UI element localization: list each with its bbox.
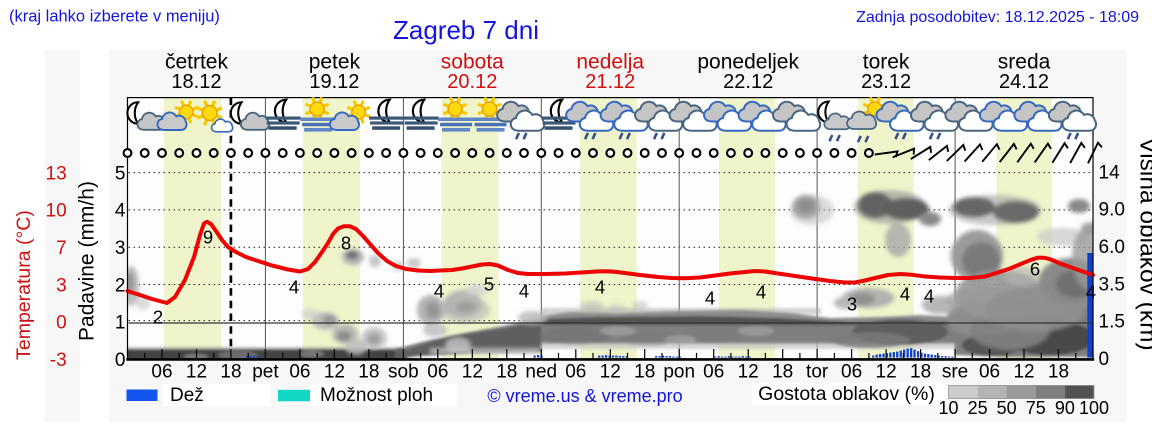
svg-text:75: 75 bbox=[1026, 398, 1046, 418]
svg-text:6: 6 bbox=[1030, 259, 1040, 280]
svg-text:Temperatura (°C): Temperatura (°C) bbox=[13, 210, 35, 360]
svg-text:Možnost ploh: Možnost ploh bbox=[320, 385, 433, 406]
svg-text:9: 9 bbox=[203, 227, 213, 248]
svg-text:4: 4 bbox=[705, 288, 715, 309]
svg-text:3: 3 bbox=[847, 294, 857, 315]
svg-text:pet: pet bbox=[252, 362, 279, 383]
svg-text:Zagreb 7 dni: Zagreb 7 dni bbox=[393, 15, 539, 45]
svg-text:18: 18 bbox=[910, 362, 931, 383]
svg-text:06: 06 bbox=[979, 362, 1000, 383]
svg-text:3.5: 3.5 bbox=[1099, 274, 1125, 295]
svg-text:21.12: 21.12 bbox=[585, 71, 635, 93]
svg-text:18: 18 bbox=[634, 362, 655, 383]
svg-text:10: 10 bbox=[46, 201, 67, 222]
svg-text:18: 18 bbox=[220, 362, 241, 383]
svg-text:© vreme.us & vreme.pro: © vreme.us & vreme.pro bbox=[487, 386, 682, 406]
svg-text:06: 06 bbox=[151, 362, 172, 383]
svg-text:10: 10 bbox=[938, 398, 958, 418]
svg-text:0: 0 bbox=[115, 350, 126, 371]
svg-text:06: 06 bbox=[427, 362, 448, 383]
svg-text:2: 2 bbox=[115, 275, 126, 296]
svg-text:4: 4 bbox=[289, 277, 299, 298]
svg-text:22.12: 22.12 bbox=[723, 71, 773, 93]
svg-text:Zadnja posodobitev: 18.12.2025: Zadnja posodobitev: 18.12.2025 - 18:09 bbox=[856, 9, 1139, 26]
svg-text:24.12: 24.12 bbox=[999, 71, 1049, 93]
svg-text:4: 4 bbox=[900, 284, 910, 305]
svg-text:1: 1 bbox=[115, 313, 126, 334]
svg-text:4: 4 bbox=[519, 281, 529, 302]
svg-text:4: 4 bbox=[434, 281, 444, 302]
svg-text:12: 12 bbox=[600, 362, 621, 383]
svg-text:25: 25 bbox=[968, 398, 988, 418]
svg-text:ned: ned bbox=[525, 362, 557, 383]
svg-text:20.12: 20.12 bbox=[447, 71, 497, 93]
svg-text:tor: tor bbox=[806, 362, 829, 383]
svg-text:18: 18 bbox=[496, 362, 517, 383]
svg-text:sre: sre bbox=[942, 362, 968, 383]
svg-text:14: 14 bbox=[1099, 162, 1121, 183]
svg-text:4: 4 bbox=[756, 282, 766, 303]
svg-text:13: 13 bbox=[46, 163, 67, 184]
svg-text:4: 4 bbox=[924, 286, 934, 307]
svg-text:18: 18 bbox=[772, 362, 793, 383]
svg-text:7: 7 bbox=[56, 238, 67, 259]
svg-text:0: 0 bbox=[1099, 349, 1110, 370]
svg-text:18: 18 bbox=[1048, 362, 1069, 383]
svg-text:19.12: 19.12 bbox=[309, 71, 359, 93]
svg-text:23.12: 23.12 bbox=[861, 71, 911, 93]
svg-text:50: 50 bbox=[997, 398, 1017, 418]
svg-text:12: 12 bbox=[324, 362, 345, 383]
svg-text:18: 18 bbox=[358, 362, 379, 383]
svg-text:pon: pon bbox=[663, 362, 695, 383]
svg-text:0: 0 bbox=[56, 313, 67, 334]
svg-text:8: 8 bbox=[341, 233, 351, 254]
svg-text:4: 4 bbox=[1086, 282, 1096, 303]
svg-text:90: 90 bbox=[1055, 398, 1075, 418]
svg-text:Dež: Dež bbox=[170, 385, 204, 406]
svg-text:sob: sob bbox=[388, 362, 419, 383]
svg-text:3: 3 bbox=[56, 275, 67, 296]
svg-text:100: 100 bbox=[1079, 398, 1109, 418]
svg-text:4: 4 bbox=[595, 277, 605, 298]
svg-text:06: 06 bbox=[703, 362, 724, 383]
svg-text:5: 5 bbox=[115, 163, 126, 184]
svg-text:5: 5 bbox=[484, 274, 494, 295]
svg-text:12: 12 bbox=[876, 362, 897, 383]
svg-text:12: 12 bbox=[462, 362, 483, 383]
svg-text:12: 12 bbox=[186, 362, 207, 383]
svg-text:12: 12 bbox=[1013, 362, 1034, 383]
svg-text:06: 06 bbox=[565, 362, 586, 383]
svg-text:Padavine (mm/h): Padavine (mm/h) bbox=[76, 181, 99, 341]
svg-text:06: 06 bbox=[841, 362, 862, 383]
svg-text:18.12: 18.12 bbox=[171, 71, 221, 93]
svg-text:6.0: 6.0 bbox=[1099, 237, 1125, 258]
svg-text:Gostota oblakov (%): Gostota oblakov (%) bbox=[758, 383, 935, 405]
svg-text:4: 4 bbox=[115, 201, 126, 222]
svg-text:9.0: 9.0 bbox=[1099, 200, 1125, 221]
svg-text:1.5: 1.5 bbox=[1099, 312, 1125, 333]
svg-text:(kraj lahko izberete v meniju): (kraj lahko izberete v meniju) bbox=[9, 8, 220, 26]
svg-text:2: 2 bbox=[153, 307, 163, 328]
svg-text:Višina oblakov (km): Višina oblakov (km) bbox=[1135, 137, 1152, 350]
svg-text:06: 06 bbox=[289, 362, 310, 383]
svg-text:-3: -3 bbox=[50, 350, 67, 371]
svg-text:12: 12 bbox=[738, 362, 759, 383]
svg-text:3: 3 bbox=[115, 238, 126, 259]
